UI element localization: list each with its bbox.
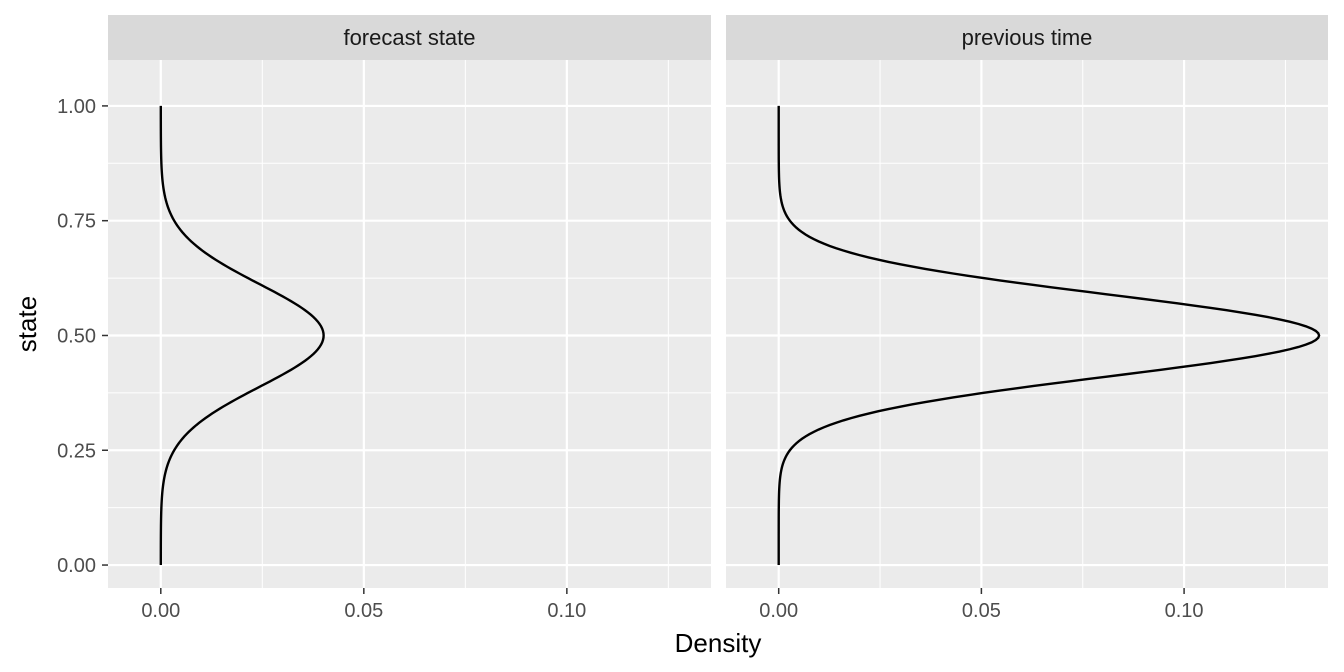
- x-axis-title: Density: [675, 628, 762, 658]
- x-tick-label: 0.05: [344, 600, 383, 622]
- y-axis: 0.00 0.25 0.50 0.75 1.00: [57, 96, 108, 577]
- facet-strip-label: forecast state: [343, 25, 475, 50]
- y-tick-label: 0.50: [57, 325, 96, 347]
- x-tick-label: 0.00: [759, 600, 798, 622]
- y-tick-label: 0.25: [57, 440, 96, 462]
- panels: forecast state 0.00 0.05 0.10 previous time 0…: [108, 15, 1328, 622]
- x-tick-label: 0.10: [547, 600, 586, 622]
- x-tick-label: 0.00: [141, 600, 180, 622]
- facet-strip-label: previous time: [962, 25, 1093, 50]
- plot-background: [726, 60, 1328, 588]
- density-curve: [777, 105, 1321, 566]
- facet-panel: previous time 0.00 0.05 0.10: [726, 15, 1328, 622]
- density-curve: [159, 105, 325, 566]
- facet-strip: [726, 15, 1328, 60]
- facet-strip: [108, 15, 711, 60]
- x-tick-label: 0.10: [1165, 600, 1204, 622]
- y-tick-label: 0.00: [57, 555, 96, 577]
- y-axis-title: state: [12, 296, 42, 352]
- y-tick-label: 1.00: [57, 96, 96, 118]
- x-tick-label: 0.05: [962, 600, 1001, 622]
- y-tick-label: 0.75: [57, 211, 96, 233]
- facet-panel: forecast state 0.00 0.05 0.10: [108, 15, 711, 622]
- plot-background: [108, 60, 711, 588]
